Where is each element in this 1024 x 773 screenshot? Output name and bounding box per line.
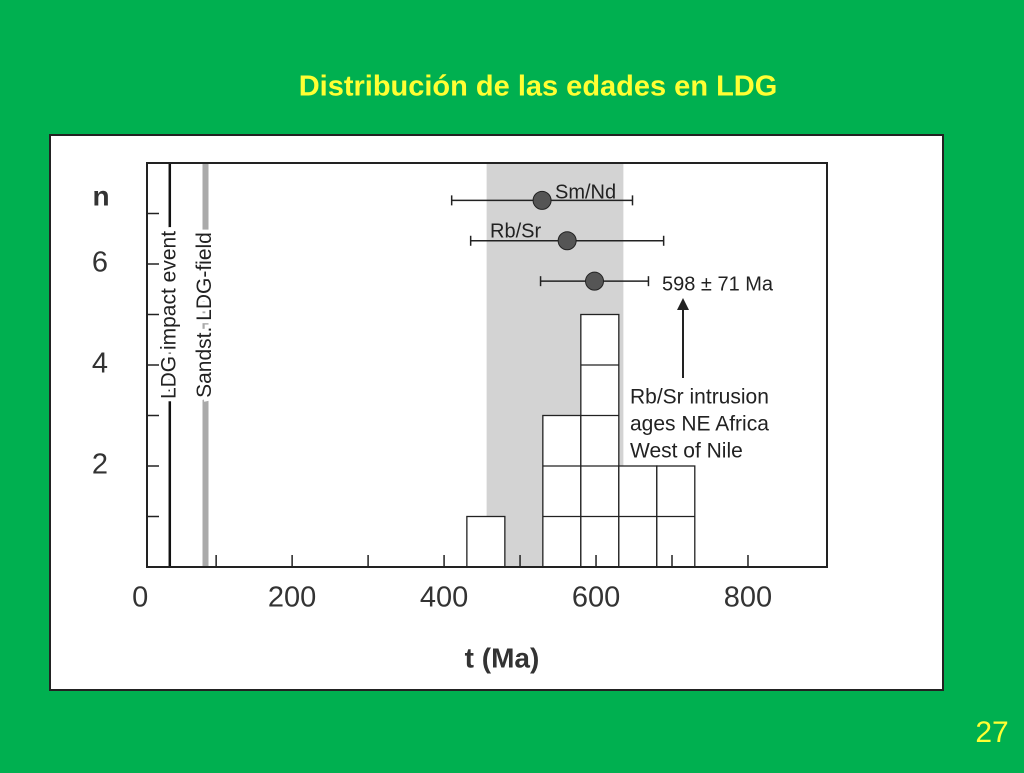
arrow-head (677, 298, 689, 310)
x-axis-label: t (Ma) (465, 642, 540, 673)
x-tick-label: 600 (572, 582, 620, 614)
y-tick-label: 6 (92, 247, 108, 279)
y-axis-label: n (92, 180, 109, 211)
y-tick-label: 4 (92, 348, 108, 380)
point-label: Sm/Nd (555, 181, 616, 203)
x-tick-label: 400 (420, 582, 468, 614)
x-tick-label: 800 (724, 582, 772, 614)
annotation: Rb/Sr intrusion (630, 386, 769, 409)
y-tick-label: 2 (92, 449, 108, 481)
point (532, 190, 552, 210)
annotation: ages NE Africa (630, 413, 769, 436)
x-tick-label: 0 (132, 582, 148, 614)
bar (466, 515, 506, 568)
point-label: Rb/Sr (490, 220, 541, 242)
reference-label: Sandst. LDG-field (193, 232, 216, 398)
bar (580, 313, 620, 568)
slide-title: Distribución de las edades en LDG (299, 71, 778, 103)
point (585, 271, 605, 291)
x-tick-label: 200 (268, 582, 316, 614)
point (557, 231, 577, 251)
page-number: 27 (975, 716, 1008, 749)
annotation: West of Nile (630, 440, 743, 463)
bar (542, 414, 582, 568)
chart: LDG impact event Sandst. LDG-field Sm/Nd Rb… (92, 162, 828, 673)
reference-label: LDG impact event (157, 231, 180, 399)
point-label: 598 ± 71 Ma (662, 273, 774, 295)
